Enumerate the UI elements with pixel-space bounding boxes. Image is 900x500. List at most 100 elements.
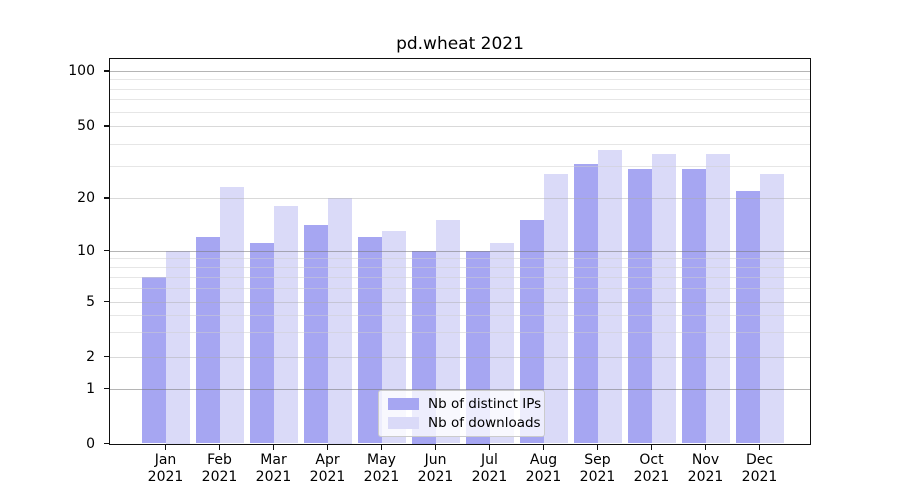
x-tick-month: Apr bbox=[315, 452, 340, 468]
x-tick-year: 2021 bbox=[255, 468, 292, 485]
chart-title: pd.wheat 2021 bbox=[396, 34, 524, 54]
y-tick-label-20: 20 bbox=[77, 190, 95, 206]
legend-label-downloads: Nb of downloads bbox=[428, 414, 541, 431]
y-tick-label-50: 50 bbox=[77, 118, 95, 134]
gridline-90 bbox=[110, 79, 810, 81]
x-tick-mar bbox=[272, 444, 275, 450]
x-tick-month: Mar bbox=[260, 452, 287, 468]
x-tick-month: Oct bbox=[639, 452, 664, 468]
x-tick-may bbox=[380, 444, 383, 450]
bar-distinct-ips-oct bbox=[627, 168, 652, 444]
x-tick-label-jun: Jun 2021 bbox=[396, 452, 476, 485]
x-tick-label-dec: Dec 2021 bbox=[720, 452, 800, 485]
x-tick-jul bbox=[488, 444, 491, 450]
x-tick-year: 2021 bbox=[417, 468, 454, 485]
y-tick-label-10: 10 bbox=[77, 242, 95, 259]
x-tick-jan bbox=[164, 444, 167, 450]
x-tick-year: 2021 bbox=[525, 468, 562, 485]
legend-item-distinct-ips: Nb of distinct IPs bbox=[388, 395, 544, 412]
bar-downloads-sep bbox=[597, 149, 622, 444]
bar-downloads-nov bbox=[705, 154, 730, 444]
legend-swatch-downloads bbox=[388, 416, 419, 430]
bar-distinct-ips-feb bbox=[195, 236, 220, 444]
x-tick-month: Dec bbox=[745, 452, 774, 468]
gridline-8 bbox=[110, 266, 810, 268]
gridline-100 bbox=[110, 71, 810, 72]
x-tick-year: 2021 bbox=[363, 468, 400, 485]
gridline-1 bbox=[110, 388, 810, 390]
y-tick-10 bbox=[104, 249, 109, 252]
x-tick-label-jul: Jul 2021 bbox=[450, 452, 530, 485]
x-tick-month: May bbox=[367, 452, 396, 468]
gridline-3 bbox=[110, 332, 810, 334]
gridline-60 bbox=[110, 111, 810, 113]
x-tick-month: Jul bbox=[481, 452, 498, 468]
gridline-70 bbox=[110, 99, 810, 101]
bar-downloads-apr bbox=[327, 198, 352, 444]
y-tick-2 bbox=[104, 355, 109, 358]
gridline-5 bbox=[110, 301, 810, 303]
y-tick-label-2: 2 bbox=[86, 348, 95, 365]
x-tick-label-sep: Sep 2021 bbox=[558, 452, 638, 485]
legend: Nb of distinct IPs Nb of downloads bbox=[378, 390, 545, 437]
y-tick-0 bbox=[104, 442, 109, 445]
gridline-7 bbox=[110, 276, 810, 278]
x-tick-year: 2021 bbox=[633, 468, 670, 485]
x-tick-label-nov: Nov 2021 bbox=[666, 452, 746, 485]
y-tick-1 bbox=[104, 387, 109, 390]
x-tick-sep bbox=[596, 444, 599, 450]
y-tick-20 bbox=[104, 197, 109, 199]
bar-downloads-jan bbox=[165, 250, 190, 444]
bar-distinct-ips-mar bbox=[249, 243, 274, 444]
x-tick-month: Aug bbox=[529, 452, 558, 468]
x-tick-year: 2021 bbox=[687, 468, 724, 485]
x-tick-month: Feb bbox=[207, 452, 232, 468]
y-tick-label-100: 100 bbox=[68, 63, 95, 79]
x-tick-nov bbox=[704, 444, 707, 450]
bar-distinct-ips-may bbox=[357, 236, 382, 444]
x-tick-month: Jan bbox=[154, 452, 177, 468]
x-tick-apr bbox=[326, 444, 329, 450]
x-tick-dec bbox=[758, 444, 761, 450]
y-tick-label-5: 5 bbox=[86, 293, 95, 310]
bar-distinct-ips-apr bbox=[303, 225, 328, 444]
legend-item-downloads: Nb of downloads bbox=[388, 414, 544, 431]
x-tick-month: Jun bbox=[424, 452, 447, 468]
bar-downloads-mar bbox=[273, 205, 298, 444]
bar-distinct-ips-dec bbox=[735, 190, 760, 444]
x-tick-label-oct: Oct 2021 bbox=[612, 452, 692, 485]
legend-swatch-distinct-ips bbox=[388, 397, 419, 411]
x-tick-label-aug: Aug 2021 bbox=[504, 452, 584, 485]
gridline-80 bbox=[110, 88, 810, 90]
legend-label-distinct-ips: Nb of distinct IPs bbox=[428, 395, 542, 412]
gridline-20 bbox=[110, 198, 810, 199]
y-tick-5 bbox=[104, 300, 109, 303]
x-tick-jun bbox=[434, 444, 437, 450]
gridline-50 bbox=[110, 126, 810, 127]
bar-downloads-dec bbox=[759, 174, 784, 444]
x-tick-year: 2021 bbox=[309, 468, 346, 485]
y-tick-label-1: 1 bbox=[86, 380, 95, 397]
y-tick-label-0: 0 bbox=[86, 435, 95, 452]
x-tick-year: 2021 bbox=[471, 468, 508, 485]
gridline-9 bbox=[110, 258, 810, 260]
bar-distinct-ips-jan bbox=[141, 276, 166, 444]
x-tick-year: 2021 bbox=[147, 468, 184, 485]
gridline-6 bbox=[110, 288, 810, 290]
x-tick-year: 2021 bbox=[201, 468, 238, 485]
bar-downloads-oct bbox=[651, 154, 676, 444]
bar-distinct-ips-sep bbox=[573, 163, 598, 444]
gridline-10 bbox=[110, 250, 810, 252]
gridline-2 bbox=[110, 356, 810, 358]
x-tick-month: Sep bbox=[584, 452, 611, 468]
x-tick-label-feb: Feb 2021 bbox=[180, 452, 260, 485]
y-tick-100 bbox=[104, 70, 109, 72]
gridline-30 bbox=[110, 166, 810, 168]
gridline-40 bbox=[110, 143, 810, 145]
x-tick-month: Nov bbox=[691, 452, 720, 468]
x-tick-label-may: May 2021 bbox=[342, 452, 422, 485]
bar-distinct-ips-nov bbox=[681, 168, 706, 444]
bar-downloads-aug bbox=[543, 174, 568, 444]
x-tick-aug bbox=[542, 444, 545, 450]
x-tick-label-apr: Apr 2021 bbox=[288, 452, 368, 485]
